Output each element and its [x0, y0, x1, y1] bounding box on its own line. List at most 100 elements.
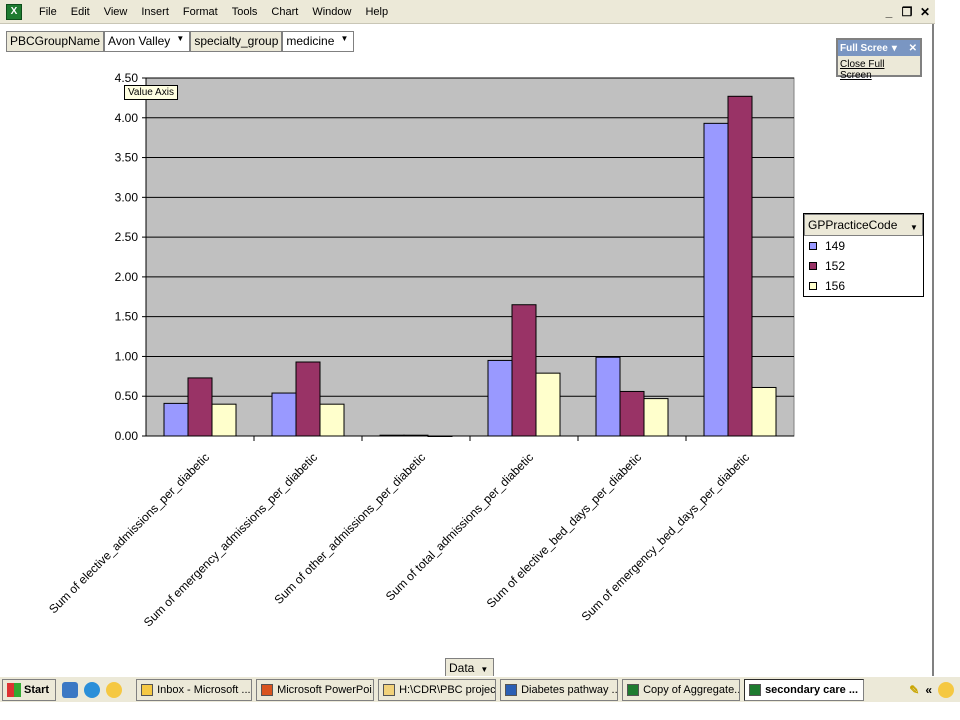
bar-149[interactable]	[379, 434, 405, 437]
menu-window[interactable]: Window	[312, 5, 352, 18]
y-tick-label[interactable]: 3.50	[115, 151, 139, 165]
menu-insert[interactable]: Insert	[141, 5, 169, 18]
bar-156[interactable]	[211, 403, 237, 437]
bar-152[interactable]	[727, 95, 753, 437]
bar-152[interactable]	[187, 377, 213, 437]
bar-156[interactable]	[535, 372, 561, 437]
y-tick-label[interactable]: 1.50	[115, 310, 139, 324]
y-tick-label[interactable]: 4.50	[115, 71, 139, 85]
internet-explorer-icon[interactable]	[84, 681, 101, 698]
specialty-field-button[interactable]: specialty_group	[190, 31, 283, 52]
close-full-screen-button[interactable]: Close Full Screen	[840, 59, 885, 81]
outlook-icon	[141, 683, 154, 696]
taskbar-item-label: secondary care ...	[765, 683, 859, 696]
bar-149[interactable]	[163, 402, 189, 437]
bar-149[interactable]	[487, 359, 513, 437]
value-axis-tooltip: Value Axis	[124, 85, 178, 100]
menu-chart[interactable]: Chart	[271, 5, 299, 18]
pivot-chart[interactable]: 0.00 0.50 1.00 1.50 2.00 2.50 3.00 3.50 4.00 4.50…	[0, 60, 930, 670]
folder-icon	[383, 683, 396, 696]
start-button[interactable]: Start	[2, 678, 57, 701]
bar-149[interactable]	[271, 392, 297, 437]
x-category-label[interactable]: Sum of emergency_bed_days_per_diabetic	[579, 450, 753, 624]
bar-156[interactable]	[319, 403, 345, 437]
specialty-value: medicine	[286, 34, 335, 48]
legend-label: 149	[825, 239, 846, 253]
full-screen-toolbar-title[interactable]: Full Scree ▾ ✕	[838, 40, 920, 56]
data-field-label: Data	[449, 660, 475, 675]
x-category-label[interactable]: Sum of emergency_admissions_per_diabetic	[141, 450, 320, 629]
word-icon	[505, 683, 518, 696]
pencil-icon[interactable]: ✎	[909, 682, 920, 697]
system-tray: ✎ «	[909, 681, 960, 698]
y-tick-label[interactable]: 2.50	[115, 230, 139, 244]
bar-149[interactable]	[595, 356, 621, 437]
close-icon[interactable]: ✕	[908, 42, 917, 54]
pbc-group-value-dropdown[interactable]: Avon Valley ▼	[104, 31, 191, 52]
clock-icon[interactable]	[938, 681, 954, 698]
chevron-down-icon[interactable]: ▼	[910, 222, 918, 232]
bar-149[interactable]	[703, 122, 729, 437]
y-tick-label[interactable]: 3.00	[115, 190, 139, 204]
chart-legend[interactable]: GPPracticeCode ▼ 149 152 156	[803, 213, 924, 297]
bar-152[interactable]	[295, 361, 321, 437]
y-tick-label[interactable]: 0.00	[115, 429, 139, 443]
excel-app-icon[interactable]: X	[6, 3, 22, 20]
bar-156[interactable]	[427, 435, 453, 437]
bar-152[interactable]	[619, 390, 645, 437]
menu-tools[interactable]: Tools	[231, 5, 258, 18]
minimize-icon[interactable]: _	[885, 4, 893, 19]
taskbar: Start Inbox - Microsoft ... Microsoft Po…	[0, 676, 960, 702]
desktop-icon[interactable]	[62, 681, 79, 698]
chevron-down-icon[interactable]: ▼	[480, 665, 489, 674]
taskbar-item-label: Inbox - Microsoft ...	[157, 683, 251, 696]
legend-item[interactable]: 149	[804, 236, 923, 256]
legend-swatch	[809, 282, 817, 290]
start-label: Start	[24, 683, 50, 696]
chevron-down-icon[interactable]: ▼	[176, 34, 185, 43]
y-tick-label[interactable]: 2.00	[115, 270, 139, 284]
pivot-page-fields: PBCGroupName Avon Valley ▼ specialty_gro…	[6, 31, 355, 52]
chevron-down-icon[interactable]: ▼	[340, 34, 349, 43]
legend-label: 156	[825, 279, 846, 293]
legend-item[interactable]: 152	[804, 256, 923, 276]
menu-view[interactable]: View	[103, 5, 128, 18]
bar-152[interactable]	[511, 304, 537, 437]
menu-file[interactable]: File	[39, 5, 57, 18]
taskbar-item-label: Microsoft PowerPoi...	[277, 683, 375, 696]
taskbar-item-explorer[interactable]: H:\CDR\PBC projec...	[378, 678, 497, 701]
legend-label: 152	[825, 259, 846, 273]
restore-icon[interactable]: ❐	[901, 4, 913, 19]
menu-format[interactable]: Format	[182, 5, 218, 18]
taskbar-item-word[interactable]: Diabetes pathway ...	[500, 678, 619, 701]
screen-bottom	[0, 702, 960, 720]
close-icon[interactable]: ✕	[919, 4, 931, 19]
taskbar-item-label: Copy of Aggregate...	[643, 683, 741, 696]
y-tick-label[interactable]: 1.00	[115, 349, 139, 363]
menu-help[interactable]: Help	[365, 5, 389, 18]
taskbar-item-inbox[interactable]: Inbox - Microsoft ...	[136, 678, 253, 701]
y-tick-label[interactable]: 4.00	[115, 111, 139, 125]
toolbar-options-icon[interactable]: ▾	[891, 42, 897, 54]
powerpoint-icon	[261, 683, 274, 696]
legend-item[interactable]: 156	[804, 276, 923, 296]
plot-area[interactable]	[145, 77, 795, 437]
excel-icon	[627, 683, 640, 696]
taskbar-item-excel-copy[interactable]: Copy of Aggregate...	[622, 678, 741, 701]
full-screen-toolbar: Full Scree ▾ ✕ Close Full Screen	[836, 38, 922, 81]
data-field-dropdown[interactable]: Data ▼	[445, 658, 495, 677]
y-tick-label[interactable]: 0.50	[115, 389, 139, 403]
bar-156[interactable]	[751, 386, 777, 437]
bar-156[interactable]	[643, 398, 669, 437]
tray-expand-icon[interactable]: «	[925, 682, 932, 697]
windows-logo-icon	[7, 682, 21, 697]
pbc-group-field-button[interactable]: PBCGroupName	[6, 31, 105, 52]
bar-152[interactable]	[403, 434, 429, 437]
full-screen-title-text: Full Scree	[840, 42, 888, 54]
taskbar-item-powerpoint[interactable]: Microsoft PowerPoi...	[256, 678, 375, 701]
legend-field-dropdown[interactable]: GPPracticeCode ▼	[804, 214, 923, 236]
taskbar-item-secondary-care[interactable]: secondary care ...	[744, 678, 865, 701]
outlook-icon[interactable]	[106, 681, 123, 698]
specialty-value-dropdown[interactable]: medicine ▼	[282, 31, 355, 52]
menu-edit[interactable]: Edit	[70, 5, 90, 18]
